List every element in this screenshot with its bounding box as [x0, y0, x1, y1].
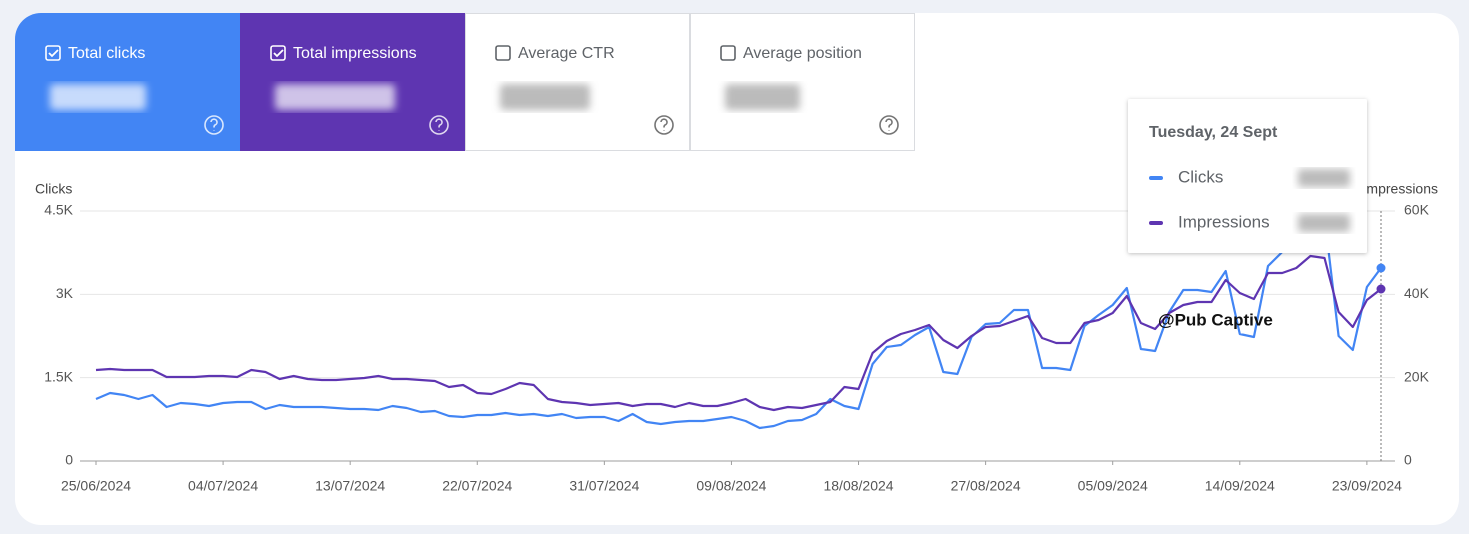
- series-line: [95, 215, 1382, 430]
- y2-tick-label: 20K: [1404, 368, 1430, 384]
- tab-label: Average CTR: [518, 45, 615, 62]
- y-tick-label: 3K: [56, 285, 74, 301]
- tab-position[interactable]: [690, 13, 915, 151]
- hover-point: [1376, 284, 1386, 294]
- tab-ctr[interactable]: [465, 13, 690, 151]
- tab-label: Average position: [743, 45, 862, 62]
- help-glyph: [885, 118, 893, 131]
- tooltip-series: Clicks: [1178, 167, 1223, 186]
- x-tick-label: 13/07/2024: [315, 478, 385, 494]
- tooltip-blurred-value: [1298, 214, 1350, 232]
- help-icon: [429, 115, 449, 135]
- help-glyph: [435, 118, 443, 131]
- help-icon: [879, 115, 899, 135]
- tab-impressions[interactable]: [240, 13, 465, 151]
- y-tick-label: 1.5K: [44, 368, 73, 384]
- tab-label: Total impressions: [293, 45, 417, 62]
- series-line: [95, 254, 1382, 412]
- x-tick-label: 22/07/2024: [442, 478, 512, 494]
- help-glyph: [210, 118, 218, 131]
- tooltip-series: Impressions: [1178, 212, 1270, 231]
- tooltip-date: Tuesday, 24 Sept: [1149, 124, 1278, 141]
- checkmark: [273, 49, 284, 58]
- checkbox: [495, 45, 511, 61]
- watermark: @Pub Captive: [1158, 310, 1273, 329]
- checkbox: [720, 45, 736, 61]
- tooltip-blurred-value: [1298, 169, 1350, 187]
- help-icon: [204, 115, 224, 135]
- y2-tick-label: 40K: [1404, 285, 1430, 301]
- blurred-value: [500, 84, 590, 110]
- blurred-value: [725, 84, 800, 110]
- checkbox: [270, 45, 286, 61]
- y-axis-title: Clicks: [35, 181, 72, 197]
- x-tick-label: 25/06/2024: [61, 478, 131, 494]
- y-tick-label: 0: [65, 452, 73, 468]
- y-tick-label: 4.5K: [44, 202, 73, 218]
- x-tick-label: 05/09/2024: [1078, 478, 1148, 494]
- help-icon: [654, 115, 674, 135]
- checkbox: [45, 45, 61, 61]
- x-tick-label: 18/08/2024: [823, 478, 893, 494]
- checkmark: [48, 49, 59, 58]
- y2-axis-title: Impressions: [1363, 181, 1438, 197]
- blurred-value: [50, 84, 146, 110]
- tab-label: Total clicks: [68, 45, 145, 62]
- x-tick-label: 23/09/2024: [1332, 478, 1402, 494]
- x-tick-label: 09/08/2024: [696, 478, 766, 494]
- x-tick-label: 04/07/2024: [188, 478, 258, 494]
- x-tick-label: 31/07/2024: [569, 478, 639, 494]
- y2-tick-label: 0: [1404, 452, 1412, 468]
- tab-clicks[interactable]: [15, 13, 240, 151]
- blurred-value: [275, 84, 395, 110]
- x-tick-label: 14/09/2024: [1205, 478, 1275, 494]
- help-glyph: [660, 118, 668, 131]
- y2-tick-label: 60K: [1404, 202, 1430, 218]
- hover-point: [1376, 263, 1386, 273]
- x-tick-label: 27/08/2024: [951, 478, 1021, 494]
